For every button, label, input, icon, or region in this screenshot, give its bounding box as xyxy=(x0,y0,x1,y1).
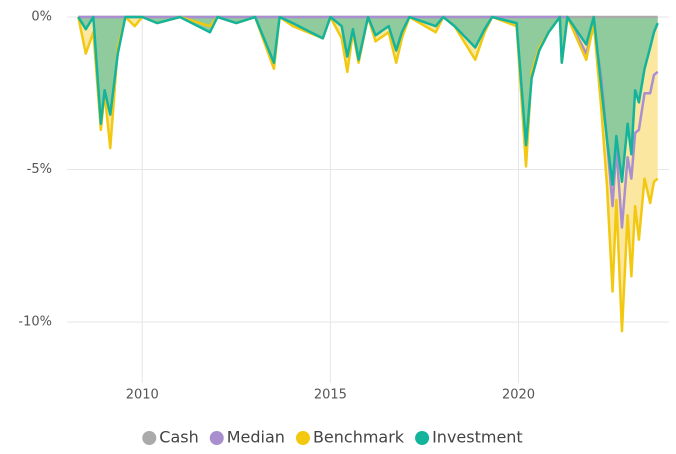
y-tick-label: -5% xyxy=(27,162,52,177)
legend-label: Benchmark xyxy=(313,428,405,447)
x-tick-label: 2015 xyxy=(314,388,347,403)
y-tick-label: -10% xyxy=(18,315,52,330)
legend-marker xyxy=(209,431,224,445)
x-tick-label: 2010 xyxy=(126,388,159,403)
line xyxy=(77,15,659,333)
legend-marker xyxy=(295,431,310,445)
line xyxy=(77,15,659,186)
legend-label: Median xyxy=(227,428,285,447)
x-tick-label: 2020 xyxy=(502,388,535,403)
y-tick-label: 0% xyxy=(31,10,52,25)
area xyxy=(78,17,658,185)
line xyxy=(78,15,659,229)
legend-marker xyxy=(415,431,430,445)
legend-label: Investment xyxy=(432,428,523,447)
area xyxy=(78,17,658,332)
legend-label: Cash xyxy=(159,428,198,447)
legend-marker xyxy=(142,431,157,445)
